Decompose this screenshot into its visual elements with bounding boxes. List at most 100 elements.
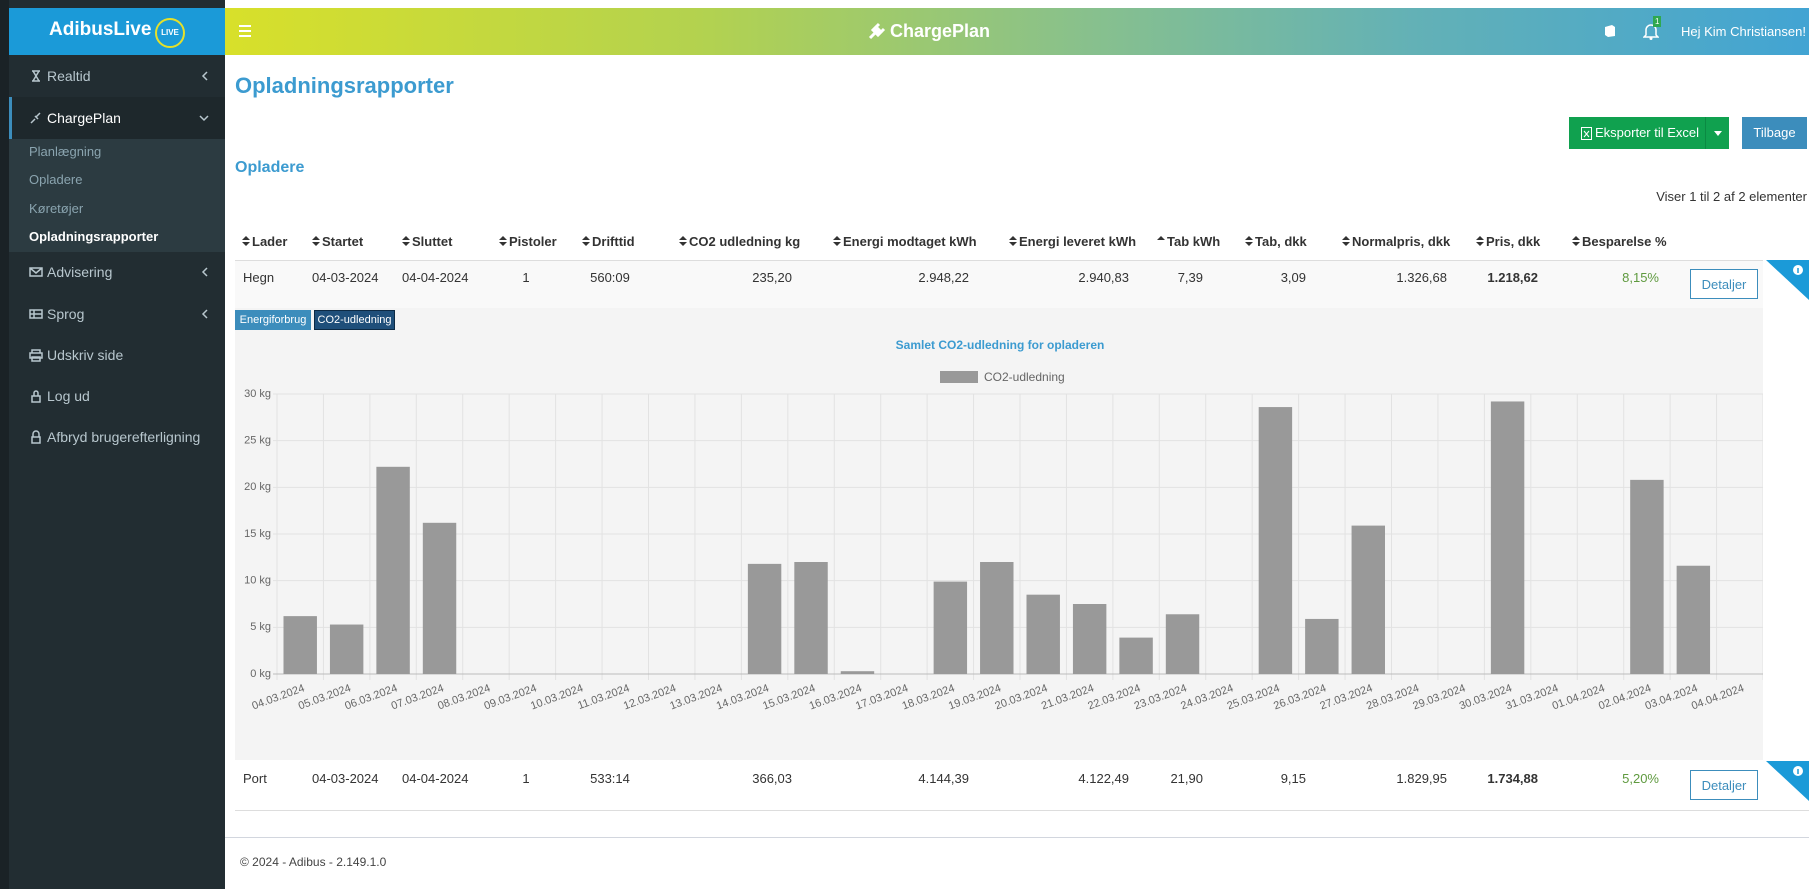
chevron[interactable] [199,266,209,278]
menu-icon [29,267,43,277]
sort-arrow [1157,236,1165,240]
chart-tab-active[interactable]: CO2-udledning [314,310,395,330]
y-tick-label: 25 kg [244,435,271,447]
column-header[interactable]: Sluttet [412,234,453,249]
sort-arrow [582,236,590,246]
column-header[interactable]: Energi leveret kWh [1019,234,1137,249]
bar [933,581,968,674]
sort-icon[interactable] [402,235,410,247]
sort-arrow [833,236,841,246]
sort-icon[interactable] [1342,235,1350,247]
sort-icon[interactable] [1157,235,1165,247]
table-cell: 04-04-2024 [402,270,469,285]
table-cell: 366,03 [752,771,792,786]
chart-tab[interactable]: Energiforbrug [235,310,311,330]
bar [1119,637,1153,674]
x-tick-label: 18.03.2024 [901,682,957,712]
sort-icon[interactable] [679,235,687,247]
greeting[interactable]: Hej Kim Christiansen! [1681,24,1806,39]
menu-icon [31,390,41,403]
details-button[interactable]: Detaljer [1690,269,1758,299]
notification-badge: 1 [1653,16,1662,27]
sort-icon[interactable] [242,235,250,247]
submenu-item[interactable]: Planlægning [29,144,102,159]
hamburger-icon[interactable] [239,25,253,37]
table-cell: 3,09 [1280,270,1306,285]
chart-tab-label: Energiforbrug [239,314,307,326]
submenu-item[interactable]: Opladere [29,172,83,187]
table-cell: 533:14 [590,771,630,786]
info-triangle [1766,260,1809,300]
column-header[interactable]: CO2 udledning kg [689,234,801,249]
column-header[interactable]: Pistoler [509,234,557,249]
brand-name: AdibusLive [49,19,152,40]
x-tick-label: 04.04.2024 [1690,682,1746,712]
page-title: Opladningsrapporter [235,73,454,98]
info-corner[interactable] [1766,260,1809,300]
column-header[interactable]: Drifttid [592,234,635,249]
export-label: Eksporter til Excel [1595,125,1700,140]
menu-item[interactable]: Sprog [47,306,85,322]
menu-item[interactable]: Log ud [47,388,90,404]
column-header[interactable]: Tab, dkk [1255,234,1307,249]
menu-item[interactable]: Advisering [47,264,113,280]
x-tick-label: 23.03.2024 [1133,682,1189,712]
x-tick-label: 07.03.2024 [390,682,446,712]
menu-item[interactable]: Udskriv side [47,347,124,363]
x-tick-label: 02.04.2024 [1597,682,1653,712]
column-header[interactable]: Startet [322,234,364,249]
column-header[interactable]: Besparelse % [1582,234,1667,249]
menu-icon [29,349,43,362]
sort-icon[interactable] [582,235,590,247]
menu-icon [29,309,43,319]
back-button[interactable]: Tilbage [1742,117,1807,149]
table-cell: 1.829,95 [1396,771,1447,786]
sort-icon[interactable] [1572,235,1580,247]
sort-icon[interactable] [1245,235,1253,247]
sort-icon[interactable] [312,235,320,247]
menu-item[interactable]: Realtid [47,68,91,84]
x-tick-label: 31.03.2024 [1504,682,1560,712]
details-button[interactable]: Detaljer [1690,770,1758,800]
chevron[interactable] [198,113,210,123]
chart-title: Samlet CO2-udledning for opladeren [896,338,1105,352]
table-cell: 1 [522,270,530,285]
y-tick-label: 0 kg [250,668,271,680]
table-info: Viser 1 til 2 af 2 elementer [1656,189,1807,204]
bar [329,624,364,674]
table-cell: 4.144,39 [918,771,969,786]
bar [1165,614,1200,674]
column-header[interactable]: Energi modtaget kWh [843,234,977,249]
bar [376,466,410,674]
sort-icon[interactable] [499,235,507,247]
brand-bar[interactable]: AdibusLive LIVE [9,8,225,55]
info-triangle [1766,761,1809,801]
chevron[interactable] [199,308,209,320]
brand-badge: LIVE [155,18,185,48]
menu-item[interactable]: ChargePlan [47,110,121,126]
x-tick-label: 10.03.2024 [529,682,585,712]
info-corner[interactable] [1766,761,1809,801]
export-button[interactable]: Eksporter til Excel [1569,117,1729,149]
sort-arrow [1245,236,1253,246]
export-dropdown[interactable] [1705,117,1730,149]
bar [1258,407,1293,674]
book-icon[interactable] [1603,24,1617,38]
column-header[interactable]: Pris, dkk [1486,234,1541,249]
sort-icon[interactable] [1476,235,1484,247]
sort-icon[interactable] [1009,235,1017,247]
caret-icon [1714,131,1722,136]
x-tick-label: 13.03.2024 [668,682,724,712]
bar [283,616,317,674]
column-header[interactable]: Lader [252,234,288,249]
menu-item[interactable]: Afbryd brugerefterligning [47,429,201,445]
bar [980,562,1014,674]
chevron[interactable] [199,70,209,82]
sort-icon[interactable] [833,235,841,247]
x-tick-label: 12.03.2024 [622,682,678,712]
column-header[interactable]: Tab kWh [1167,234,1221,249]
submenu-item[interactable]: Opladningsrapporter [29,229,159,244]
column-header[interactable]: Normalpris, dkk [1352,234,1451,249]
sort-arrow [1009,236,1017,246]
submenu-item[interactable]: Køretøjer [29,201,84,216]
